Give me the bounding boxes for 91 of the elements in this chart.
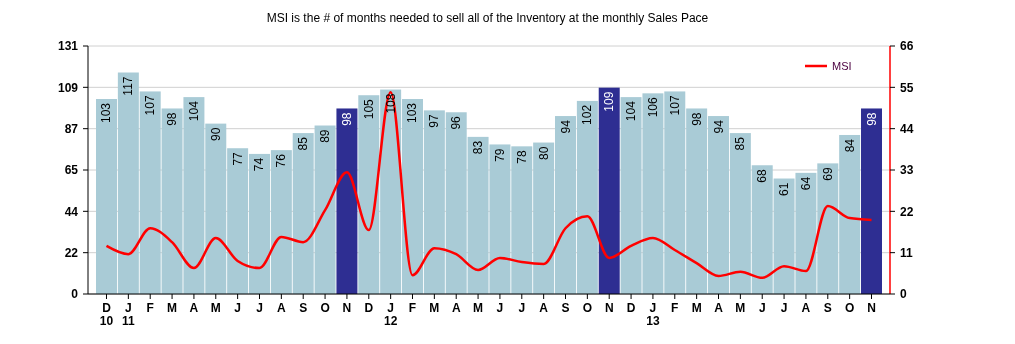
data-label: 74 — [252, 157, 267, 172]
y-tick-label: 109 — [57, 80, 79, 95]
x-tick-label: F — [408, 301, 417, 315]
data-label: 69 — [820, 167, 835, 181]
x-tick-label: S — [561, 301, 570, 315]
data-label: 98 — [339, 112, 354, 126]
x-tick-label: J — [780, 301, 788, 315]
x-tick-label: J 13 — [646, 301, 660, 328]
y-tick-label: 0 — [71, 287, 79, 302]
x-tick-label: N — [342, 301, 352, 315]
x-tick-label: F — [671, 301, 679, 315]
x-tick-label: A — [801, 301, 811, 315]
y2-tick-label: 0 — [900, 287, 907, 302]
bar — [598, 87, 620, 294]
x-tick-label: O — [582, 301, 593, 315]
x-tick-label: A — [451, 301, 461, 315]
bar — [336, 108, 358, 294]
data-label: 68 — [755, 168, 770, 183]
data-label: 108 — [383, 93, 398, 114]
data-label: 78 — [514, 150, 529, 164]
x-tick-label: J — [496, 301, 504, 315]
data-label: 103 — [99, 102, 114, 124]
data-label: 84 — [842, 138, 857, 153]
data-label: 85 — [296, 136, 311, 151]
data-label: 107 — [667, 95, 682, 116]
data-label: 102 — [580, 104, 595, 125]
x-tick-label: A — [277, 301, 287, 315]
chart-title: MSI is the # of months needed to sell all of the Inventory at the monthly Sales Pace — [266, 11, 709, 25]
y-tick-label: 22 — [64, 245, 79, 260]
data-label: 89 — [318, 129, 333, 143]
data-label: 98 — [689, 112, 704, 126]
y2-tick-label: 44 — [900, 121, 914, 136]
data-label: 98 — [864, 112, 879, 126]
x-tick-label: N — [604, 301, 614, 315]
x-tick-label: D — [626, 301, 636, 315]
data-label: 104 — [624, 100, 639, 122]
x-tick-label: A — [714, 301, 724, 315]
data-label: 83 — [471, 140, 486, 155]
x-tick-label: J — [256, 301, 263, 315]
y-tick-label: 87 — [64, 121, 79, 136]
data-label: 107 — [143, 95, 158, 116]
data-label: 90 — [208, 127, 223, 141]
data-label: 96 — [449, 115, 464, 130]
x-tick-label: A — [539, 301, 549, 315]
data-label: 94 — [558, 119, 573, 134]
y-tick-label: 44 — [64, 204, 79, 219]
x-tick-label: O — [844, 301, 855, 315]
data-label: 98 — [165, 112, 180, 126]
x-tick-label: M — [691, 301, 702, 315]
data-label: 104 — [186, 100, 201, 122]
x-tick-label: M — [473, 301, 484, 315]
y2-tick-label: 55 — [900, 80, 914, 95]
x-tick-label: A — [189, 301, 199, 315]
data-label: 106 — [645, 97, 660, 118]
data-label: 103 — [405, 102, 420, 124]
data-label: 85 — [733, 136, 748, 151]
data-label: 94 — [711, 119, 726, 134]
x-tick-label: D 10 — [99, 301, 114, 328]
x-tick-label: M — [735, 301, 746, 315]
data-label: 97 — [427, 114, 442, 128]
data-label: 117 — [121, 76, 136, 96]
y2-tick-label: 11 — [900, 245, 914, 260]
data-label: 77 — [230, 151, 245, 166]
y2-tick-label: 33 — [900, 163, 914, 178]
x-tick-label: F — [146, 301, 154, 315]
data-label: 80 — [536, 146, 551, 160]
x-tick-label: S — [299, 301, 308, 315]
x-tick-label: O — [320, 301, 330, 315]
data-label: 109 — [602, 91, 617, 112]
data-label: 64 — [798, 176, 813, 191]
y-tick-label: 65 — [64, 163, 79, 178]
x-tick-label: J — [518, 301, 526, 315]
bar — [861, 108, 882, 294]
y2-tick-label: 66 — [900, 39, 914, 54]
x-tick-label: J 11 — [122, 301, 136, 328]
legend-label: MSI — [832, 59, 852, 72]
data-label: 79 — [492, 148, 507, 162]
x-tick-label: N — [867, 301, 876, 315]
y-tick-label: 131 — [57, 39, 79, 54]
x-tick-label: D — [364, 301, 374, 315]
x-tick-label: M — [167, 301, 178, 315]
y2-tick-label: 22 — [900, 204, 914, 219]
data-label: 61 — [777, 182, 792, 196]
x-tick-label: S — [823, 301, 832, 315]
x-tick-label: J 12 — [383, 301, 398, 328]
x-tick-label: J — [234, 301, 241, 315]
x-tick-label: J — [758, 301, 766, 315]
x-tick-label: M — [210, 301, 221, 315]
x-tick-label: M — [429, 301, 440, 315]
data-label: 76 — [274, 153, 289, 168]
data-label: 105 — [361, 98, 376, 120]
